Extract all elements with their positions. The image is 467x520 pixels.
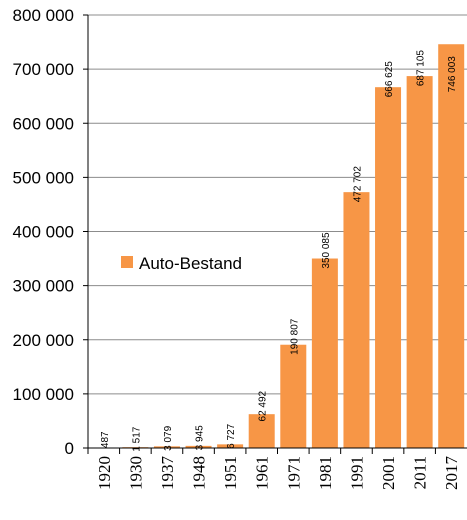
y-tick-label: 300 000: [13, 277, 74, 296]
bar: [375, 87, 402, 449]
bar: [311, 258, 338, 448]
data-label: 687 105: [416, 50, 427, 87]
bar: [438, 44, 465, 448]
y-tick-label: 0: [65, 439, 74, 458]
y-tick-label: 200 000: [13, 331, 74, 350]
x-tick-label: 1991: [347, 456, 366, 490]
bar: [343, 192, 370, 448]
data-label: 6 727: [226, 423, 237, 448]
gridlines: [88, 14, 467, 395]
data-label: 746 003: [447, 56, 458, 93]
x-tick-label: 1937: [158, 456, 177, 491]
y-tick-label: 400 000: [13, 223, 74, 242]
data-label: 472 702: [352, 166, 363, 203]
y-axis-ticks: 0 100 000 200 000 300 000 400 000 500 000 600 …: [13, 6, 88, 458]
y-tick-label: 700 000: [13, 60, 74, 79]
bar: [406, 76, 433, 448]
x-tick-label: 2017: [442, 456, 461, 491]
x-tick-label: 1961: [253, 456, 272, 490]
legend-swatch: [121, 256, 133, 268]
x-axis-ticks: 1920 1930 1937 1948 1951 1961 1971 1981 1991 2001…: [87, 448, 461, 491]
x-tick-label: 1920: [95, 456, 114, 490]
x-tick-label: 2001: [379, 456, 398, 490]
bar: [280, 344, 307, 448]
y-tick-label: 100 000: [13, 385, 74, 404]
x-tick-label: 1971: [284, 456, 303, 490]
y-tick-label: 500 000: [13, 168, 74, 187]
data-label: 350 085: [321, 232, 332, 269]
legend: Auto-Bestand: [121, 254, 242, 273]
data-label: 62 492: [258, 390, 269, 421]
data-label: 190 807: [289, 318, 300, 355]
legend-label: Auto-Bestand: [139, 254, 242, 273]
y-tick-label: 800 000: [13, 6, 74, 25]
y-tick-label: 600 000: [13, 114, 74, 133]
x-tick-label: 2011: [411, 456, 430, 489]
bar: [217, 444, 244, 448]
data-label: 3 079: [163, 425, 174, 450]
x-tick-label: 1948: [190, 456, 209, 490]
bars: [90, 44, 465, 449]
bar: [185, 445, 212, 448]
x-tick-label: 1981: [316, 456, 335, 490]
x-tick-label: 1951: [221, 456, 240, 490]
data-labels: 487 1 517 3 079 3 945 6 727 62 492 190 807 350 …: [100, 50, 458, 452]
bar: [153, 446, 180, 448]
data-label: 487: [100, 431, 111, 448]
data-label: 3 945: [195, 425, 206, 450]
data-label: 666 625: [384, 61, 395, 98]
x-tick-label: 1930: [126, 456, 145, 490]
bar: [248, 414, 275, 448]
data-label: 1 517: [131, 426, 142, 451]
